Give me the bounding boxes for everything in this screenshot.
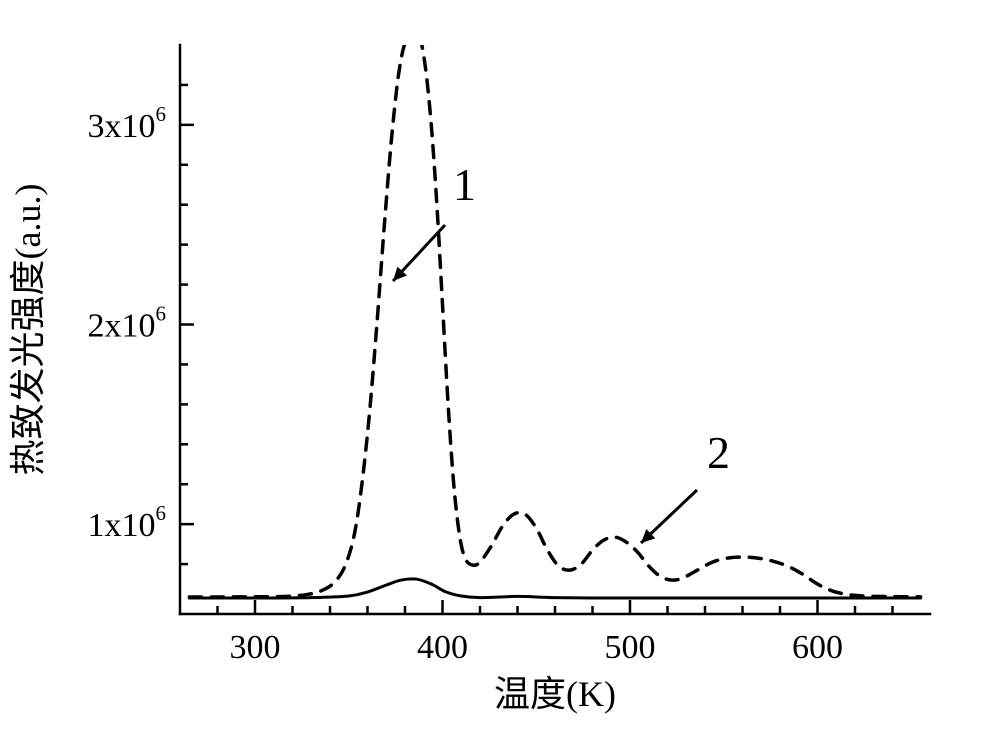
chart-container: 300 400 500 600 1x106 2x106 3x106 温度(K) 热致发光强度(a… <box>0 0 1000 729</box>
y-axis-label: 热致发光强度(a.u.) <box>8 184 48 476</box>
y-tick-label: 1x106 <box>88 501 167 544</box>
x-axis-label: 温度(K) <box>494 674 616 714</box>
y-tick-label: 3x106 <box>88 102 167 145</box>
y-tick-label: 2x106 <box>88 302 167 345</box>
x-tick-label: 300 <box>230 629 281 666</box>
x-tick-label: 400 <box>417 629 468 666</box>
annot-2-label: 2 <box>707 427 730 478</box>
annot-1-label: 1 <box>453 159 476 210</box>
x-tick-label: 500 <box>605 629 656 666</box>
x-tick-label: 600 <box>792 629 843 666</box>
